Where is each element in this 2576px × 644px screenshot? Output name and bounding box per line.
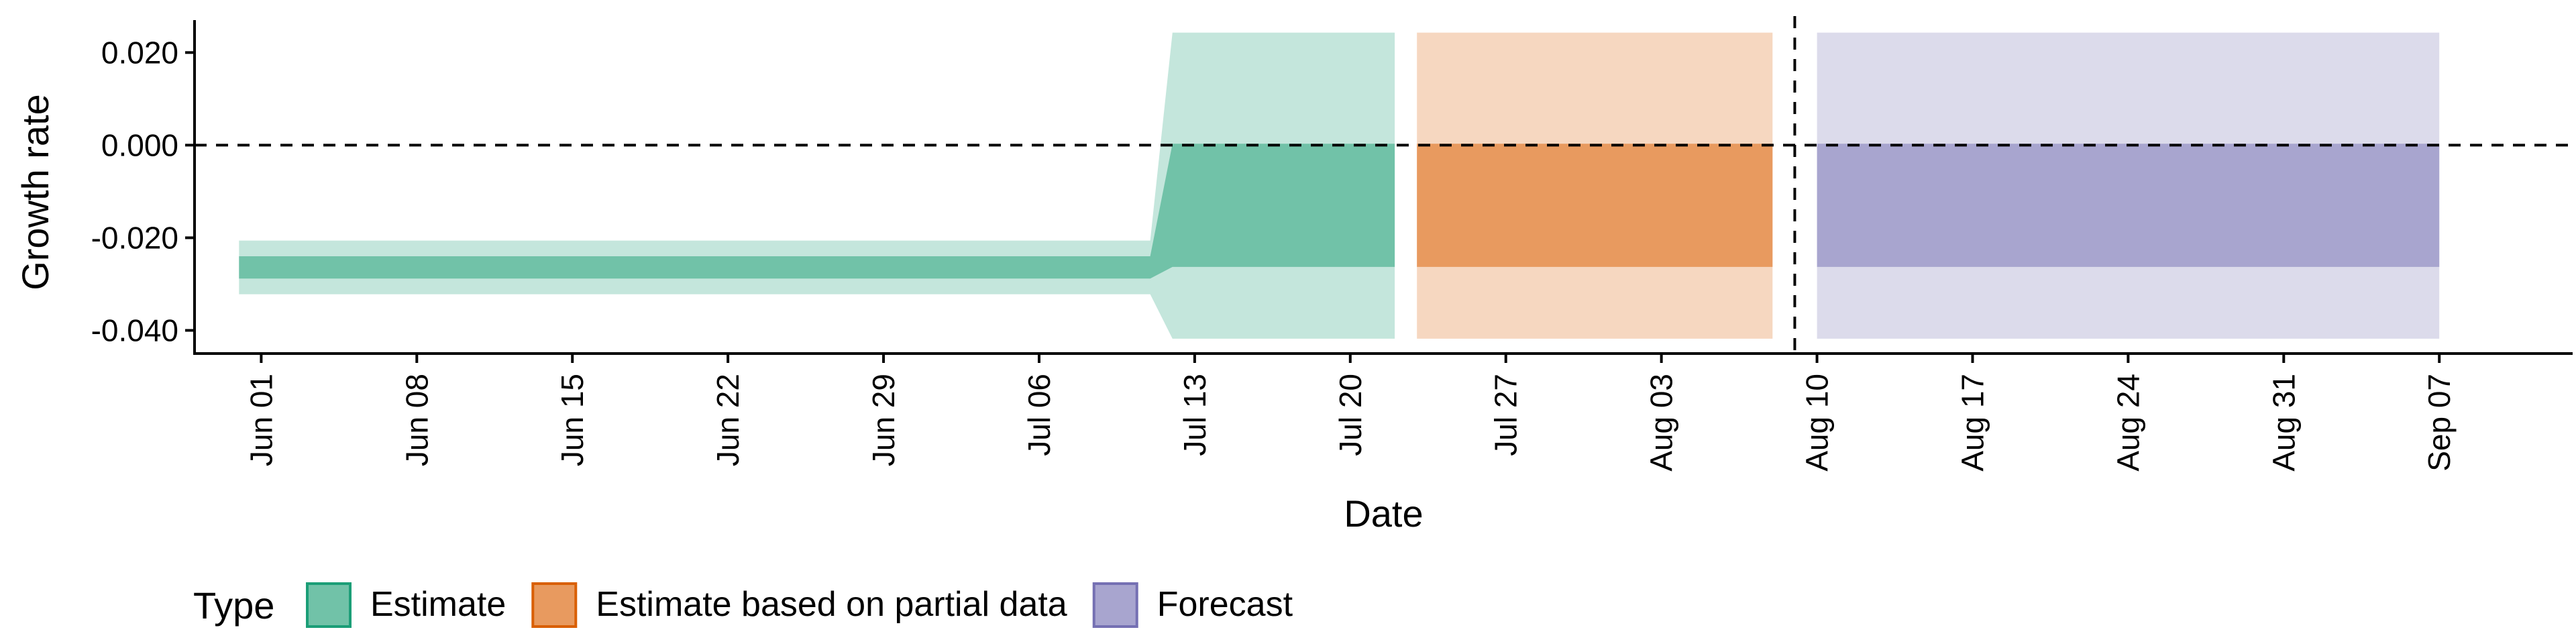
legend-title: Type [193,584,274,627]
x-tick-label: Aug 17 [1955,374,1990,472]
legend-label-estimate: Estimate [370,585,506,624]
ci-inner-bands [239,144,2440,279]
y-tick-label: 0.000 [101,127,178,162]
x-axis-ticks: Jun 01 Jun 08 Jun 15 Jun 22 Jun 29 Jul 06 Jul … [244,354,2457,472]
y-axis-title: Growth rate [14,94,56,290]
x-axis-title: Date [1344,492,1423,535]
y-tick-label: -0.040 [91,313,178,347]
y-tick-label: -0.020 [91,220,178,255]
x-tick-label: Jul 06 [1022,374,1057,456]
x-tick-label: Jun 01 [244,374,278,466]
legend-swatch-estimate-based-on-partial-data [531,582,578,628]
x-tick-label: Aug 03 [1644,374,1679,472]
x-tick-label: Aug 24 [2110,374,2145,472]
x-tick-label: Sep 07 [2422,374,2457,472]
legend-items: Estimate Estimate based on partial data Fo… [306,582,1293,628]
legend: Type Estimate Estimate based on partial d… [193,582,1293,628]
x-tick-label: Jun 29 [866,374,901,466]
inner-band-estimate [239,144,1395,279]
x-tick-label: Jul 13 [1177,374,1212,456]
x-tick-label: Jul 27 [1489,374,1523,456]
x-tick-label: Aug 31 [2266,374,2301,472]
legend-label-estimate-based-on-partial-data: Estimate based on partial data [596,585,1067,624]
x-tick-label: Aug 10 [1800,374,1835,472]
x-tick-label: Jun 22 [710,374,745,466]
inner-band-estimate-based-on-partial-data [1417,144,1773,267]
x-tick-label: Jun 15 [555,374,590,466]
legend-swatch-estimate [306,582,352,628]
legend-label-forecast: Forecast [1157,585,1293,624]
y-axis-ticks: 0.020 0.000 -0.020 -0.040 [91,35,195,347]
x-tick-label: Jun 08 [399,374,434,466]
inner-band-forecast [1817,144,2440,267]
x-tick-label: Jul 20 [1333,374,1368,456]
legend-swatch-forecast [1092,582,1138,628]
y-tick-label: 0.020 [101,35,178,70]
